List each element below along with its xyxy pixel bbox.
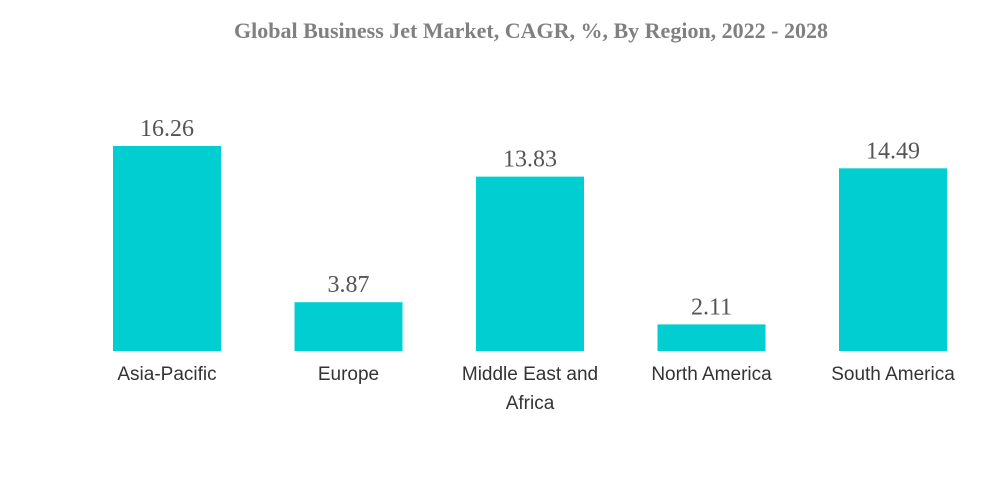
category-label-north-america: North America (651, 364, 772, 385)
value-label-north-america: 2.11 (691, 294, 732, 320)
chart-title: Global Business Jet Market, CAGR, %, By … (234, 18, 828, 43)
value-label-south-america: 14.49 (866, 138, 920, 164)
bar-north-america (657, 324, 766, 351)
bar-middle-east-and-africa (476, 176, 584, 351)
value-label-europe: 3.87 (328, 272, 370, 298)
category-label-middle-east-and-africa: Middle East and Africa (462, 364, 598, 414)
bars-group (113, 146, 947, 351)
category-label-south-america: South America (831, 364, 955, 385)
value-labels-group: 16.26 3.87 13.83 2.11 14.49 (140, 116, 920, 320)
value-label-asia-pacific: 16.26 (140, 116, 194, 142)
category-label-europe: Europe (318, 364, 379, 385)
bar-asia-pacific (113, 146, 221, 351)
value-label-middle-east-and-africa: 13.83 (503, 147, 557, 173)
category-label-asia-pacific: Asia-Pacific (117, 364, 216, 385)
bar-europe (294, 302, 403, 351)
bar-south-america (839, 168, 947, 351)
category-labels-group: Asia-Pacific Europe Middle East and Africa N… (117, 364, 955, 414)
